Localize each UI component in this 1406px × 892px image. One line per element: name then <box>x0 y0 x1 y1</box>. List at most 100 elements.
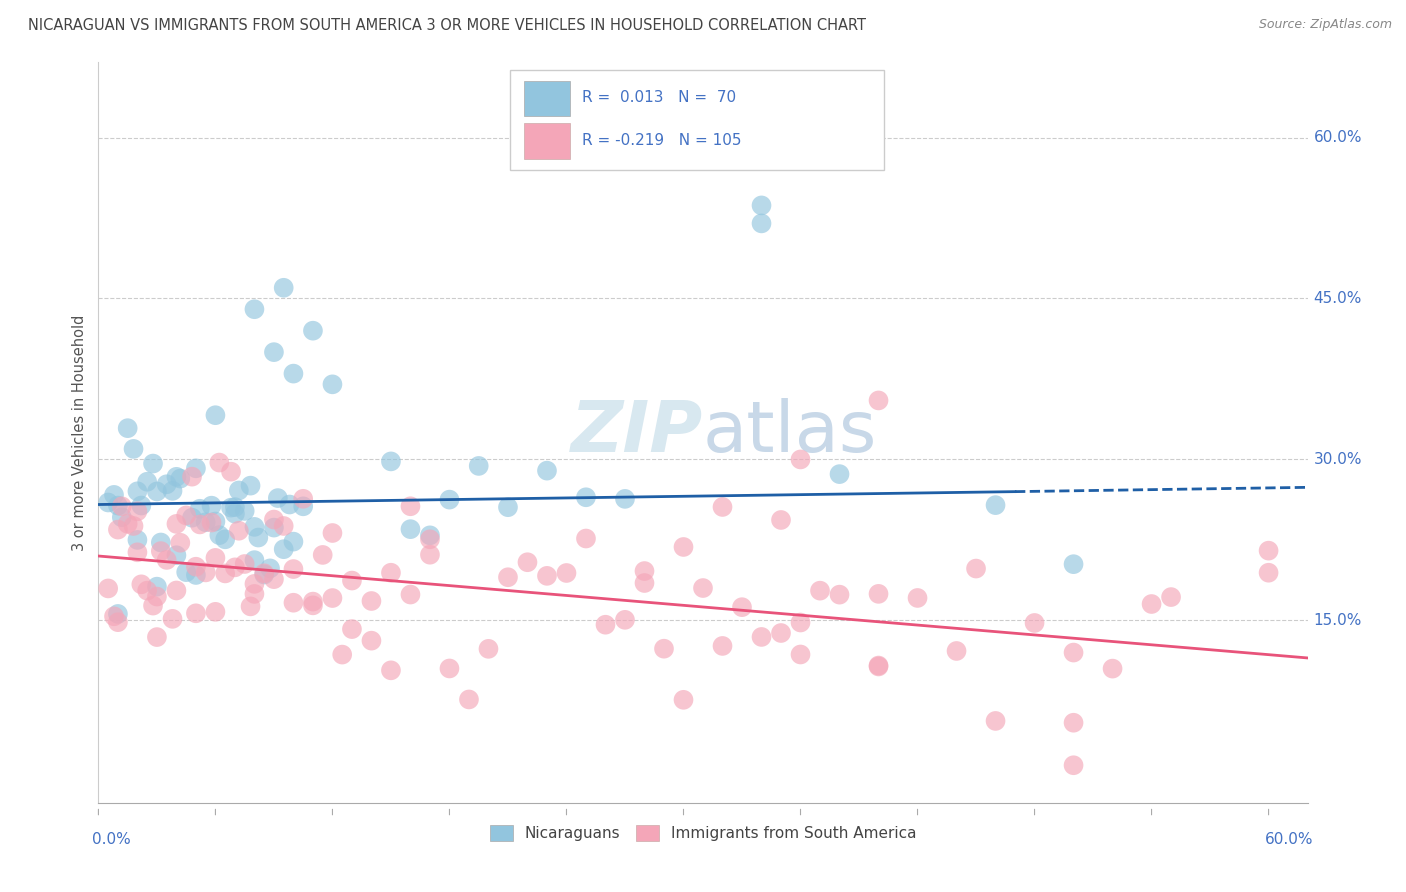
Point <box>188 517 211 532</box>
Point <box>219 500 242 515</box>
Point <box>156 553 179 567</box>
Point <box>169 535 191 549</box>
Point <box>127 484 149 499</box>
Point <box>224 560 246 574</box>
Point <box>278 498 301 512</box>
Point <box>868 658 890 673</box>
Point <box>283 596 305 610</box>
Point <box>97 495 120 509</box>
Point <box>267 491 290 505</box>
Point <box>165 516 187 531</box>
Point <box>107 523 129 537</box>
Point <box>146 590 169 604</box>
Point <box>204 408 226 422</box>
Point <box>131 499 153 513</box>
Text: atlas: atlas <box>703 398 877 467</box>
Point <box>711 500 734 514</box>
Point <box>496 570 519 584</box>
Point <box>439 661 461 675</box>
Point <box>228 483 250 498</box>
Point <box>273 281 295 295</box>
Point <box>122 519 145 533</box>
Point <box>458 692 481 706</box>
Point <box>263 512 285 526</box>
Point <box>283 562 305 576</box>
Point <box>555 566 578 580</box>
Point <box>253 566 276 581</box>
Point <box>107 607 129 621</box>
Point <box>575 490 598 504</box>
Point <box>208 456 231 470</box>
Point <box>380 663 402 677</box>
Point <box>1101 662 1123 676</box>
Text: Source: ZipAtlas.com: Source: ZipAtlas.com <box>1258 18 1392 31</box>
Point <box>672 693 695 707</box>
Point <box>751 630 773 644</box>
Point <box>945 644 967 658</box>
Point <box>208 528 231 542</box>
Point <box>243 587 266 601</box>
Point <box>536 569 558 583</box>
Text: ZIP: ZIP <box>571 398 703 467</box>
Point <box>789 615 811 630</box>
Point <box>595 617 617 632</box>
Point <box>828 588 851 602</box>
Point <box>247 531 270 545</box>
Point <box>174 508 197 523</box>
Point <box>769 513 792 527</box>
Point <box>496 500 519 515</box>
Point <box>111 510 134 524</box>
Point <box>321 591 343 605</box>
Point <box>769 626 792 640</box>
Point <box>169 472 191 486</box>
Text: 30.0%: 30.0% <box>1313 452 1362 467</box>
Point <box>1063 715 1085 730</box>
Point <box>439 492 461 507</box>
Point <box>273 542 295 557</box>
Point <box>204 550 226 565</box>
Point <box>1063 646 1085 660</box>
Point <box>1257 543 1279 558</box>
Point <box>136 475 159 489</box>
Point <box>127 504 149 518</box>
Point <box>233 504 256 518</box>
Point <box>127 533 149 547</box>
Point <box>263 345 285 359</box>
Point <box>302 324 325 338</box>
Point <box>302 599 325 613</box>
Point <box>633 576 655 591</box>
Point <box>808 583 831 598</box>
Point <box>228 524 250 538</box>
Point <box>184 607 207 621</box>
Point <box>181 510 204 524</box>
Point <box>614 613 637 627</box>
Point <box>340 574 363 588</box>
Point <box>575 532 598 546</box>
Point <box>711 639 734 653</box>
Point <box>142 599 165 613</box>
Point <box>360 633 382 648</box>
Point <box>751 198 773 212</box>
Point <box>633 564 655 578</box>
Point <box>828 467 851 482</box>
Point <box>419 548 441 562</box>
Point <box>184 461 207 475</box>
Point <box>165 583 187 598</box>
Point <box>330 648 353 662</box>
Point <box>149 544 172 558</box>
Point <box>380 454 402 468</box>
Point <box>263 520 285 534</box>
Point <box>243 553 266 567</box>
Point <box>97 582 120 596</box>
Point <box>194 515 217 529</box>
Point <box>292 491 315 506</box>
Point <box>146 630 169 644</box>
Point <box>1063 557 1085 571</box>
Text: 15.0%: 15.0% <box>1313 613 1362 628</box>
Point <box>224 507 246 521</box>
Point <box>224 500 246 515</box>
Point <box>103 609 125 624</box>
Point <box>283 534 305 549</box>
Point <box>188 501 211 516</box>
Point <box>692 581 714 595</box>
